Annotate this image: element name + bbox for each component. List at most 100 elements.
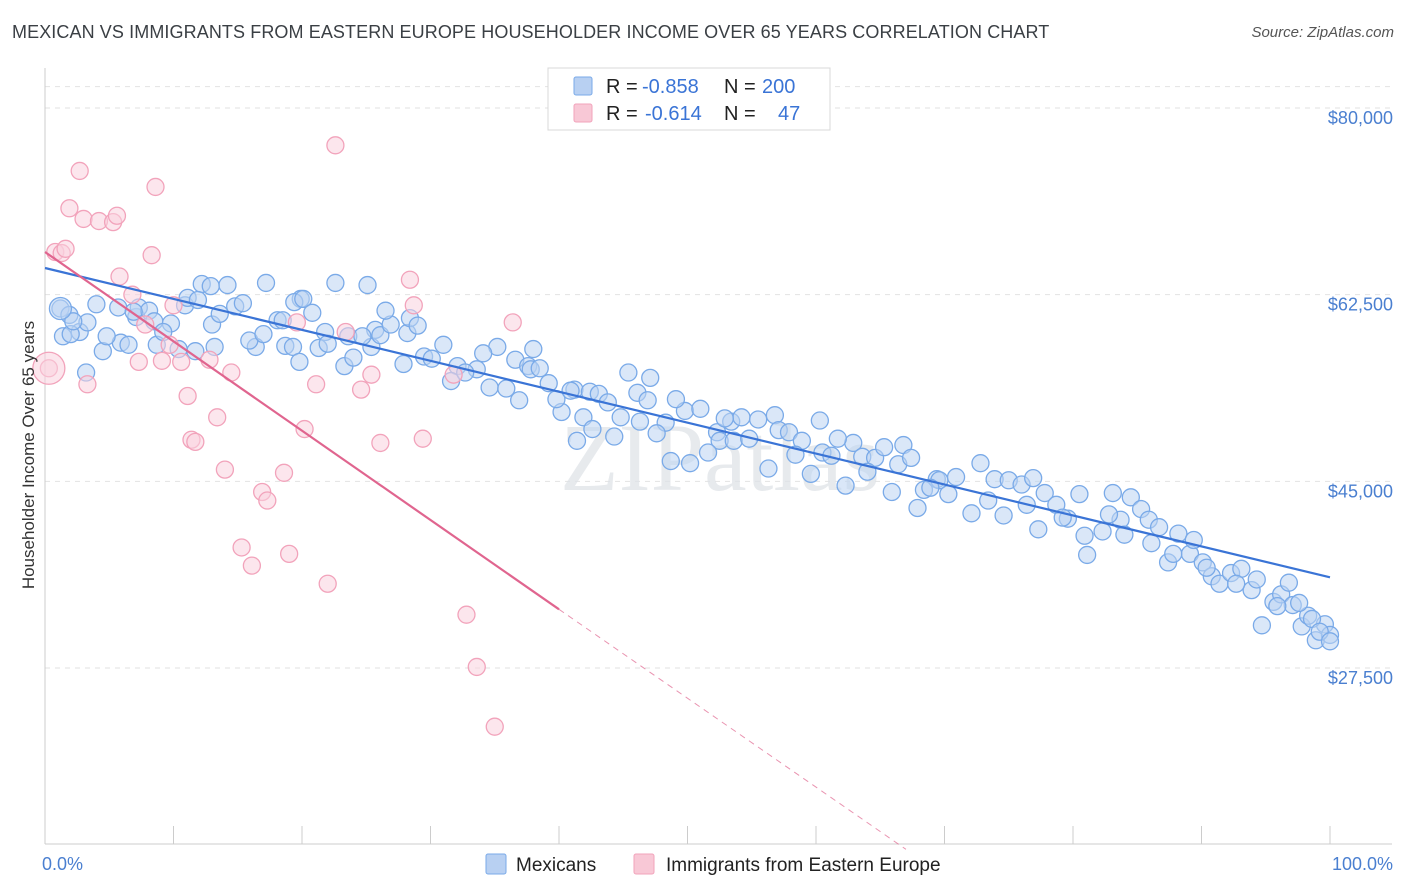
- mexicans-point: [1029, 520, 1048, 539]
- mexicans-point: [1279, 573, 1299, 592]
- mexicans-point: [1169, 524, 1188, 543]
- mexicans-point: [661, 451, 680, 471]
- eastern-europe-point: [318, 574, 337, 593]
- mexicans-point: [1121, 488, 1140, 507]
- mexicans-point: [1320, 632, 1340, 651]
- mexicans-point: [874, 438, 894, 457]
- eastern-europe-point: [215, 460, 235, 479]
- mexicans-point: [680, 454, 700, 473]
- eastern-europe-point: [485, 717, 504, 736]
- mexicans-point: [1075, 526, 1094, 545]
- mexicans-point: [921, 478, 940, 497]
- trend-lines: [44, 251, 1331, 850]
- mexicans-point-large: [48, 296, 73, 321]
- eastern-europe-point: [295, 419, 314, 439]
- mexicans-point: [233, 294, 253, 313]
- mexicans-point: [87, 295, 106, 314]
- mexicans-point: [666, 390, 686, 409]
- eastern-europe-point: [129, 352, 148, 372]
- mexicans-point: [97, 327, 116, 346]
- mexicans-point: [394, 354, 413, 374]
- mexicans-point: [583, 419, 602, 439]
- y-tick-label: $62,500: [1328, 295, 1393, 315]
- mexicans-point: [962, 504, 981, 523]
- mexicans-point: [408, 316, 427, 335]
- legend-swatch-mexicans: [573, 76, 593, 96]
- mexicans-point: [810, 411, 830, 430]
- series-eastern-europe: [32, 136, 522, 736]
- bottom-legend-swatch-mexicans: [485, 853, 507, 875]
- mexicans-point: [1024, 468, 1043, 488]
- mexicans-point: [1227, 574, 1246, 593]
- mexicans-point: [1099, 505, 1119, 524]
- eastern-europe-point: [242, 556, 262, 575]
- bottom-legend-swatch-eastern-europe: [633, 853, 655, 875]
- legend-n-value-2: 47: [778, 103, 800, 125]
- mexicans-point: [254, 324, 273, 344]
- mexicans-point: [480, 378, 499, 397]
- series-mexicans: [48, 273, 1340, 651]
- mexicans-point: [64, 312, 83, 331]
- mexicans-point: [946, 467, 966, 487]
- legend-r-label-1: R =: [606, 76, 638, 98]
- mexicans-point: [828, 429, 847, 448]
- mexicans-point: [303, 303, 322, 322]
- mexicans-point: [1247, 570, 1266, 589]
- mexicans-point: [567, 431, 587, 450]
- mexicans-trend-line: [44, 266, 1331, 579]
- mexicans-point: [638, 391, 657, 410]
- mexicans-point: [201, 276, 220, 296]
- eastern-europe-point: [172, 352, 191, 372]
- y-axis-label: Householder Income Over 65 years: [19, 321, 38, 589]
- chart-title: MEXICAN VS IMMIGRANTS FROM EASTERN EUROP…: [12, 22, 1050, 42]
- mexicans-point: [294, 289, 313, 309]
- eastern-europe-point: [362, 365, 381, 384]
- mexicans-point: [619, 363, 638, 382]
- mexicans-point: [1035, 483, 1054, 503]
- mexicans-point: [1252, 616, 1272, 635]
- eastern-europe-point-large: [32, 351, 66, 385]
- axes: [44, 68, 1392, 845]
- legend-n-label-1: N =: [724, 76, 756, 98]
- mexicans-point: [1197, 558, 1216, 577]
- mexicans-point: [908, 498, 927, 518]
- mexicans-point: [326, 273, 345, 293]
- eastern-europe-point: [208, 408, 227, 427]
- mexicans-point: [749, 410, 768, 429]
- mexicans-point: [698, 443, 718, 462]
- eastern-europe-point: [274, 463, 294, 482]
- mexicans-point: [732, 408, 751, 427]
- mexicans-point: [358, 275, 377, 295]
- mexicans-point: [1164, 544, 1183, 564]
- eastern-europe-point: [60, 199, 79, 218]
- legend-r-value-1: -0.858: [642, 76, 699, 98]
- mexicans-point: [93, 342, 112, 361]
- top-legend: R = -0.858 N = 200 R = -0.614 N = 47: [547, 67, 831, 131]
- y-tick-label: $27,500: [1328, 668, 1393, 688]
- mexicans-point: [630, 412, 650, 431]
- eastern-europe-point: [258, 491, 277, 510]
- bottom-legend: Mexicans Immigrants from Eastern Europe: [485, 853, 941, 876]
- eastern-europe-point: [413, 429, 432, 448]
- x-tick-label-end: 100.0%: [1332, 854, 1393, 874]
- eastern-europe-point: [70, 161, 89, 181]
- mexicans-point: [1149, 518, 1169, 537]
- mexicans-point: [994, 506, 1013, 525]
- eastern-europe-point: [404, 296, 423, 315]
- mexicans-point: [1077, 545, 1097, 565]
- mexicans-point: [1290, 593, 1309, 613]
- mexicans-point: [1142, 534, 1161, 553]
- eastern-europe-point: [457, 605, 476, 624]
- eastern-europe-point: [186, 432, 205, 452]
- mexicans-point: [765, 406, 785, 425]
- mexicans-point: [1070, 484, 1089, 504]
- mexicans-point: [939, 484, 958, 504]
- eastern-europe-point: [232, 538, 251, 557]
- legend-swatch-eastern-europe: [573, 103, 593, 123]
- eastern-europe-point: [279, 544, 299, 564]
- eastern-europe-point: [306, 375, 326, 394]
- mexicans-point: [510, 391, 529, 410]
- grid-lines: [45, 86, 1392, 669]
- y-tick-labels: $27,500 $45,000 $62,500 $80,000: [1328, 108, 1393, 688]
